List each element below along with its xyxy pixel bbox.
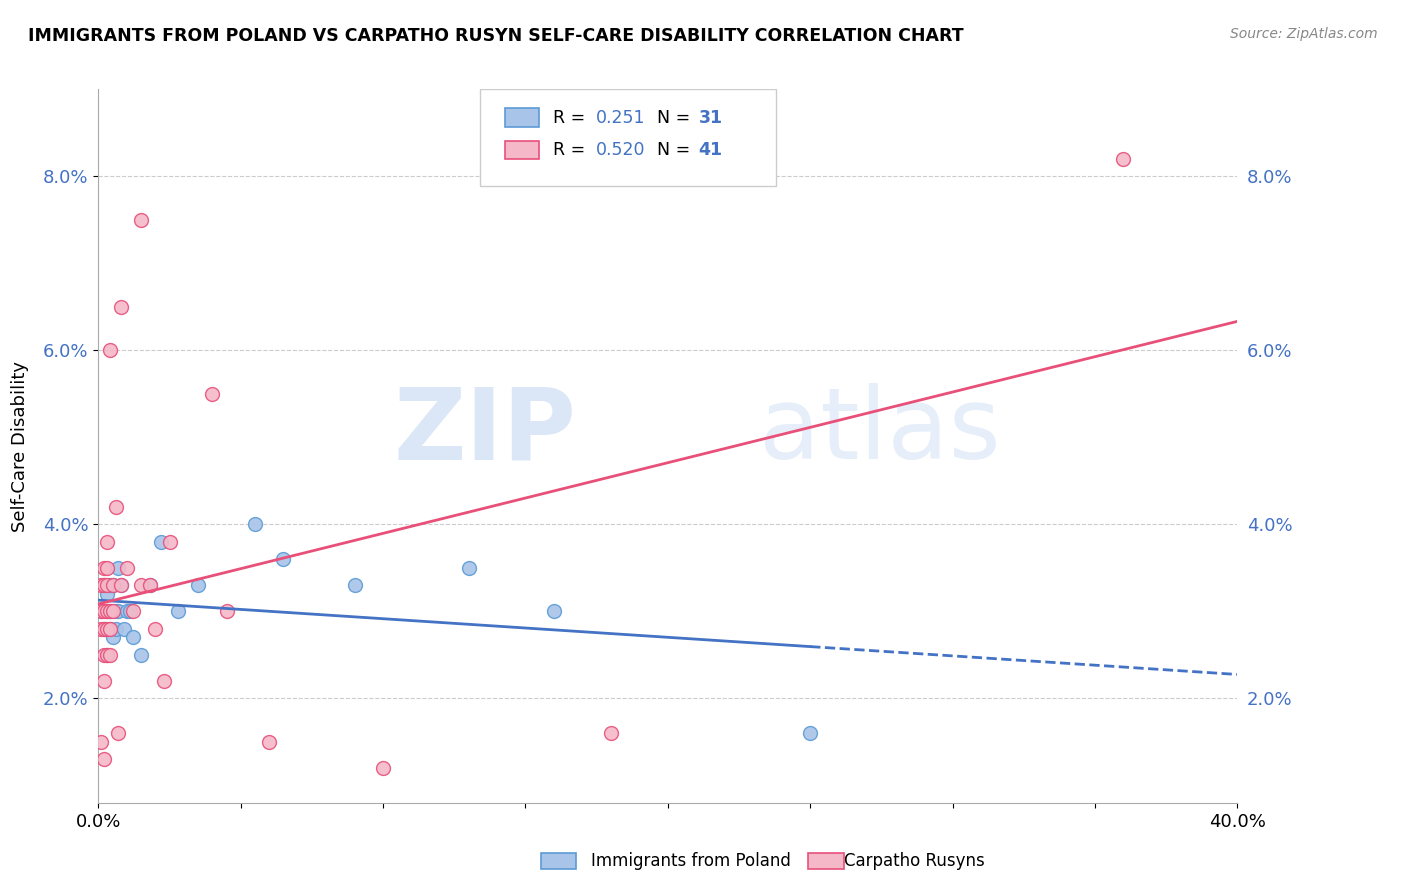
Text: N =: N =	[647, 109, 696, 127]
Text: atlas: atlas	[759, 384, 1001, 480]
Point	[343, 578, 366, 592]
Point	[98, 604, 121, 618]
Point	[115, 604, 138, 618]
Point	[101, 578, 124, 592]
Text: 31: 31	[699, 109, 723, 127]
Point	[101, 631, 124, 645]
FancyBboxPatch shape	[505, 141, 538, 159]
Point	[96, 578, 118, 592]
Point	[90, 735, 112, 749]
Point	[107, 726, 129, 740]
Point	[93, 673, 115, 688]
Point	[98, 578, 121, 592]
Point	[118, 604, 141, 618]
Text: 41: 41	[699, 141, 723, 159]
Text: Immigrants from Poland: Immigrants from Poland	[591, 852, 790, 870]
Point	[98, 648, 121, 662]
Point	[150, 534, 173, 549]
Point	[121, 631, 143, 645]
FancyBboxPatch shape	[505, 109, 538, 127]
Point	[153, 673, 176, 688]
Point	[159, 534, 181, 549]
Point	[373, 761, 395, 775]
Point	[107, 604, 129, 618]
Point	[273, 552, 295, 566]
Point	[457, 561, 479, 575]
Point	[110, 578, 132, 592]
Point	[96, 587, 118, 601]
Point	[104, 622, 127, 636]
Point	[187, 578, 209, 592]
Point	[98, 343, 121, 358]
Point	[259, 735, 281, 749]
Text: ZIP: ZIP	[394, 384, 576, 480]
Point	[121, 604, 143, 618]
Point	[110, 300, 132, 314]
Text: Carpatho Rusyns: Carpatho Rusyns	[844, 852, 984, 870]
Point	[129, 212, 152, 227]
Point	[138, 578, 160, 592]
Point	[96, 534, 118, 549]
Text: Source: ZipAtlas.com: Source: ZipAtlas.com	[1230, 27, 1378, 41]
Point	[1112, 152, 1135, 166]
Point	[101, 604, 124, 618]
Point	[215, 604, 238, 618]
Point	[104, 604, 127, 618]
Point	[98, 604, 121, 618]
Text: IMMIGRANTS FROM POLAND VS CARPATHO RUSYN SELF-CARE DISABILITY CORRELATION CHART: IMMIGRANTS FROM POLAND VS CARPATHO RUSYN…	[28, 27, 963, 45]
Point	[93, 752, 115, 766]
Point	[90, 604, 112, 618]
Point	[101, 578, 124, 592]
Point	[110, 578, 132, 592]
Text: 0.520: 0.520	[596, 141, 645, 159]
Point	[96, 604, 118, 618]
Point	[90, 578, 112, 592]
Point	[93, 578, 115, 592]
Point	[93, 604, 115, 618]
Y-axis label: Self-Care Disability: Self-Care Disability	[11, 360, 30, 532]
Point	[138, 578, 160, 592]
Point	[93, 622, 115, 636]
Point	[167, 604, 190, 618]
Point	[201, 386, 224, 401]
Point	[129, 648, 152, 662]
Point	[115, 561, 138, 575]
Point	[145, 622, 167, 636]
Point	[104, 500, 127, 514]
Point	[112, 622, 135, 636]
Point	[96, 604, 118, 618]
Point	[96, 648, 118, 662]
Point	[600, 726, 623, 740]
Point	[129, 578, 152, 592]
Point	[96, 622, 118, 636]
Point	[799, 726, 821, 740]
Text: N =: N =	[647, 141, 696, 159]
Point	[93, 648, 115, 662]
Text: R =: R =	[553, 109, 591, 127]
Point	[107, 561, 129, 575]
Point	[93, 578, 115, 592]
Text: R =: R =	[553, 141, 591, 159]
Text: 0.251: 0.251	[596, 109, 645, 127]
Point	[93, 622, 115, 636]
Point	[543, 604, 565, 618]
Point	[98, 622, 121, 636]
Point	[93, 561, 115, 575]
Point	[98, 622, 121, 636]
Point	[96, 561, 118, 575]
Point	[90, 622, 112, 636]
Point	[243, 517, 266, 532]
FancyBboxPatch shape	[479, 89, 776, 186]
Point	[96, 648, 118, 662]
Point	[90, 604, 112, 618]
